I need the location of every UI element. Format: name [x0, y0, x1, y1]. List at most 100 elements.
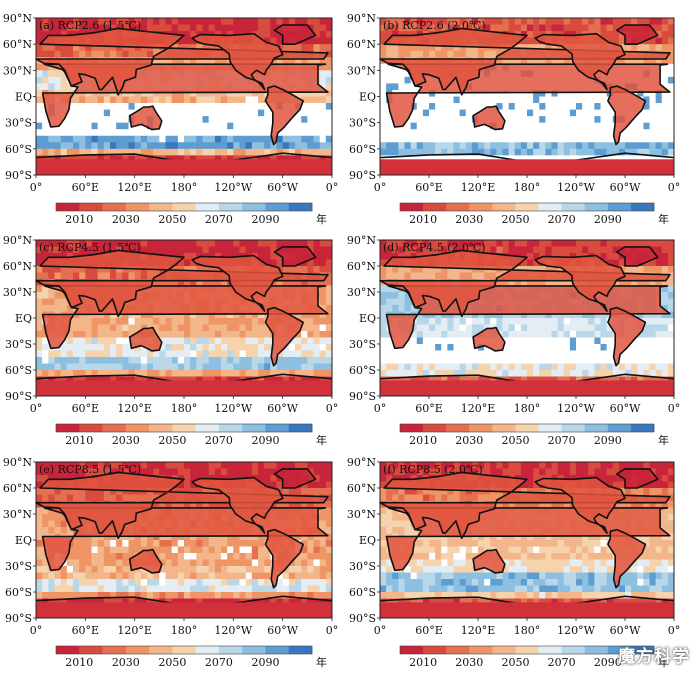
heat-cell [153, 247, 160, 254]
heat-cell [643, 351, 650, 358]
heat-cell [196, 18, 203, 25]
heat-cell [184, 25, 191, 32]
heat-cell [184, 475, 191, 482]
heat-cell [141, 136, 148, 143]
heat-cell [209, 123, 216, 130]
heat-cell [36, 266, 43, 273]
heat-cell [110, 325, 117, 332]
heat-cell [515, 103, 522, 110]
heat-cell [435, 110, 442, 117]
heat-cell [85, 351, 92, 358]
heat-cell [116, 273, 123, 280]
heat-cell [460, 273, 467, 280]
heat-cell [662, 247, 669, 254]
heat-cell [252, 136, 259, 143]
heat-cell [209, 370, 216, 377]
heat-cell [67, 273, 74, 280]
heat-cell [122, 97, 129, 104]
heat-cell [417, 357, 424, 364]
heat-cell [240, 469, 247, 476]
heat-cell [307, 331, 314, 338]
heat-cell [545, 116, 552, 123]
heat-cell [92, 123, 99, 130]
heat-cell [594, 338, 601, 345]
heat-cell [527, 240, 534, 247]
heat-cell [67, 364, 74, 371]
heat-cell [539, 103, 546, 110]
heat-cell [147, 364, 154, 371]
heat-cell [423, 338, 430, 345]
heat-cell [484, 364, 491, 371]
heat-cell [67, 123, 74, 130]
heat-cell [314, 142, 321, 149]
heat-cell [405, 83, 412, 90]
heat-cell [441, 123, 448, 130]
heat-cell [441, 325, 448, 332]
heat-cell [650, 357, 657, 364]
heat-cell [240, 318, 247, 325]
heat-cell [104, 123, 111, 130]
heat-cell [582, 240, 589, 247]
heat-cell [215, 97, 222, 104]
heat-cell [527, 97, 534, 104]
heat-cell [79, 273, 86, 280]
heat-cell [472, 129, 479, 136]
heat-cell [326, 142, 333, 149]
heat-cell [521, 142, 528, 149]
heat-cell [392, 77, 399, 84]
heat-cell [190, 18, 197, 25]
heat-cell [36, 129, 43, 136]
heat-cell [129, 142, 136, 149]
heat-cell [588, 344, 595, 351]
heat-cell [423, 110, 430, 117]
heat-cell [221, 331, 228, 338]
heat-cell [460, 344, 467, 351]
heat-cell [252, 318, 259, 325]
heat-cell [539, 116, 546, 123]
heat-cell [159, 97, 166, 104]
heat-cell [172, 370, 179, 377]
heat-cell [417, 318, 424, 325]
heat-cell [270, 240, 277, 247]
heat-cell [588, 97, 595, 104]
heat-cell [122, 331, 129, 338]
heat-cell [668, 77, 675, 84]
heat-cell [240, 325, 247, 332]
heat-cell [98, 338, 105, 345]
heat-cell [301, 357, 308, 364]
heat-cell [61, 129, 68, 136]
heat-cell [301, 240, 308, 247]
heat-cell [98, 357, 105, 364]
heat-cell [209, 344, 216, 351]
heat-cell [533, 123, 540, 130]
heat-cell [98, 142, 105, 149]
heat-cell [215, 18, 222, 25]
heat-cell [178, 149, 185, 156]
colorbar-tick-label: 2050 [158, 213, 186, 226]
heat-cell [515, 370, 522, 377]
heat-cell [36, 103, 43, 110]
heat-cell [301, 344, 308, 351]
heat-cell [496, 97, 503, 104]
heat-cell [178, 318, 185, 325]
heat-cell [656, 318, 663, 325]
heat-cell [405, 129, 412, 136]
heat-cell [533, 338, 540, 345]
heat-cell [533, 129, 540, 136]
heat-cell [153, 462, 160, 469]
heat-cell [380, 299, 387, 306]
lat-tick-label: 60°S [349, 364, 376, 377]
heat-cell [172, 357, 179, 364]
heat-cell [153, 318, 160, 325]
heat-cell [423, 364, 430, 371]
heat-cell [564, 351, 571, 358]
heat-cell [668, 64, 675, 71]
heat-cell [135, 97, 142, 104]
heat-cell [411, 136, 418, 143]
heat-cell [552, 338, 559, 345]
heat-cell [631, 344, 638, 351]
heat-cell [264, 123, 271, 130]
heat-cell [558, 25, 565, 32]
heat-cell [147, 318, 154, 325]
heat-cell [252, 370, 259, 377]
